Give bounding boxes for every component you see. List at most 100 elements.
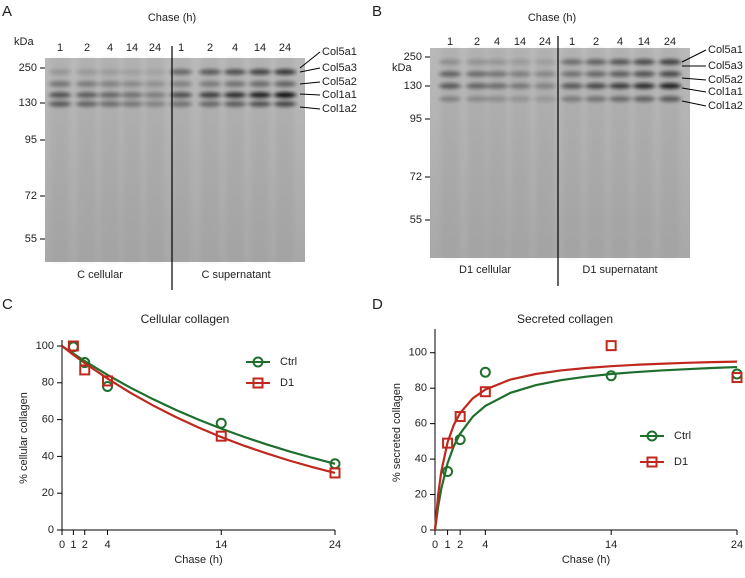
band [466,96,488,102]
band [609,59,631,65]
y-axis-label: % cellular collagen [18,392,30,484]
lane-label: 4 [617,36,623,48]
band [534,59,556,65]
legend-marker [252,377,264,389]
y-axis-label: % secreted collagen [391,383,403,482]
panel-label: A [2,3,12,20]
y-tick-label: 40 [42,450,54,462]
band [144,101,166,107]
lane-label: 14 [126,42,138,54]
y-tick-label: 80 [42,377,54,389]
chart-title: Cellular collagen [141,312,230,326]
band [224,92,246,98]
band [534,71,556,77]
marker-square [479,386,491,398]
marker-label: 72 [25,190,37,202]
band [249,101,271,107]
lane-smear [226,58,244,262]
lane-label: 2 [207,42,213,54]
band [274,101,296,107]
y-tick-label: 0 [421,524,427,536]
band [170,101,192,107]
band [585,71,607,77]
band [609,83,631,89]
band-label: Col5a1 [322,46,357,58]
legend-label: Ctrl [674,430,691,442]
lane-label: 2 [474,36,480,48]
band [76,92,98,98]
band [561,96,583,102]
lane-smear [635,48,653,258]
band [99,69,121,75]
band [534,83,556,89]
lane-smear [123,58,141,262]
kda-label: kDa [14,36,34,48]
x-tick-label: 1 [445,539,451,551]
lane-label: 14 [514,36,526,48]
lane-smear [468,48,486,258]
section-label: D1 supernatant [582,264,657,276]
x-tick-label: 4 [482,539,488,551]
marker-circle [102,380,113,392]
section-label: C supernatant [201,269,270,281]
marker-label: 72 [410,171,422,183]
legend-marker [646,456,658,468]
band [224,81,246,87]
blot-header: Chase (h) [528,12,576,24]
band [249,92,271,98]
band [99,81,121,87]
marker-square [442,437,454,449]
band [659,96,681,102]
band [99,101,121,107]
band [439,59,461,65]
lane-smear [276,58,294,262]
band [199,81,221,87]
band [486,83,508,89]
lane-label: 1 [447,36,453,48]
marker-label: 250 [19,62,37,74]
band-pointer [299,51,321,69]
band [121,101,143,107]
kda-label: kDa [392,62,412,74]
legend-label: D1 [674,456,688,468]
band [170,92,192,98]
marker-square [329,467,341,479]
panel-label: C [2,296,13,313]
x-tick-label: 24 [329,539,341,551]
x-axis-label: Chase (h) [174,554,222,566]
band-label: Col5a1 [708,44,743,56]
band [99,92,121,98]
legend-marker [252,356,264,368]
lane-smear [251,58,269,262]
chart-title: Secreted collagen [517,312,613,326]
band [224,69,246,75]
x-tick-label: 2 [82,539,88,551]
band [509,59,531,65]
lane-smear [441,48,459,258]
band [439,83,461,89]
band [199,92,221,98]
band [633,83,655,89]
band [144,69,166,75]
marker-square [102,375,113,387]
band [486,59,508,65]
band [486,96,508,102]
marker-label: 250 [404,51,422,63]
band [509,96,531,102]
section-label: D1 cellular [459,264,511,276]
band [633,59,655,65]
band-pointer [681,100,707,107]
band [76,69,98,75]
band-label: Col5a2 [708,74,743,86]
band [509,83,531,89]
marker-label: 130 [404,80,422,92]
band [199,69,221,75]
band [170,81,192,87]
legend-label: Ctrl [280,356,297,368]
band [224,101,246,107]
y-tick-label: 60 [415,418,427,430]
lane-label: 24 [279,42,291,54]
y-tick-label: 60 [42,414,54,426]
band [486,71,508,77]
